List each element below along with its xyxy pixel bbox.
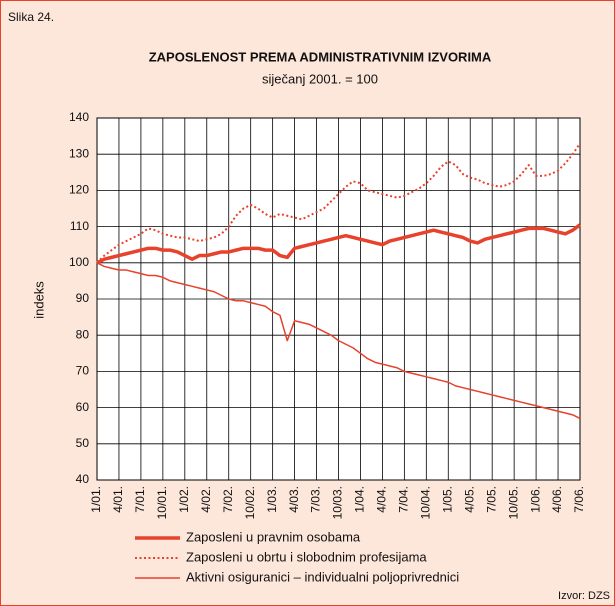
x-tick-label: 4/04. [375,486,389,513]
x-tick-label: 10/03. [331,486,345,519]
x-tick-label: 1/06. [528,486,542,513]
y-tick-label: 60 [76,400,90,414]
y-tick-label: 100 [69,255,89,269]
x-tick-label: 1/04. [353,486,367,513]
series-line [96,262,581,420]
y-tick-label: 140 [69,110,89,124]
legend-label: Aktivni osiguranici – individualni poljo… [186,569,459,584]
x-tick-label: 10/02. [243,486,257,519]
y-tick-label: 120 [69,183,89,197]
x-tick-label: 10/04. [418,486,432,519]
x-tick-label: 4/05. [462,486,476,513]
x-tick-label: 7/02. [221,486,235,513]
x-tick-label: 7/01. [133,486,147,513]
x-tick-label: 4/06. [550,486,564,513]
figure-label: Slika 24. [8,10,54,24]
source: Izvor: DZS [558,590,610,602]
x-tick-label: 10/05. [506,486,520,519]
legend-label: Zaposleni u pravnim osobama [186,529,361,544]
y-tick-label: 90 [76,291,90,305]
series-line [96,223,582,265]
x-tick-label: 4/02. [199,486,213,513]
x-tick-label: 4/01. [111,486,125,513]
x-tick-label: 7/03. [309,486,323,513]
x-tick-label: 7/05. [484,486,498,513]
y-tick-label: 50 [76,436,90,450]
chart-title: ZAPOSLENOST PREMA ADMINISTRATIVNIM IZVOR… [149,49,492,64]
legend-label: Zaposleni u obrtu i slobodnim profesijam… [186,549,427,564]
x-tick-label: 1/03. [265,486,279,513]
y-tick-label: 110 [70,219,89,233]
x-tick-label: 7/04. [397,486,411,513]
x-tick-label: 1/02. [177,486,191,513]
x-tick-label: 1/05. [440,486,454,513]
x-tick-label: 7/06. [572,486,586,513]
y-axis-label: indeks [31,281,46,319]
x-tick-label: 10/01. [155,486,169,519]
y-tick-label: 40 [76,472,90,486]
chart-subtitle: siječanj 2001. = 100 [262,71,378,86]
y-tick-label: 80 [76,327,90,341]
y-tick-label: 130 [69,146,89,160]
x-tick-label: 4/03. [287,486,301,513]
y-tick-label: 70 [76,364,90,378]
x-tick-label: 1/01. [89,486,103,513]
